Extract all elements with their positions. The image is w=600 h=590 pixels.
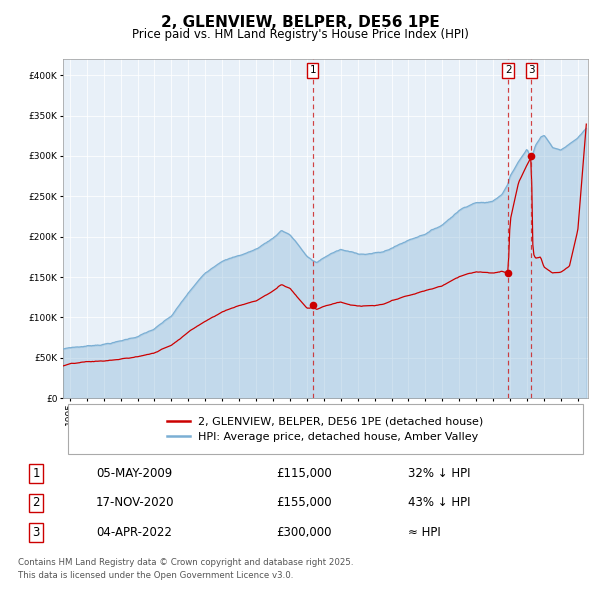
Text: 3: 3 xyxy=(32,526,40,539)
Text: 2, GLENVIEW, BELPER, DE56 1PE: 2, GLENVIEW, BELPER, DE56 1PE xyxy=(161,15,439,30)
Text: 17-NOV-2020: 17-NOV-2020 xyxy=(96,496,175,510)
FancyBboxPatch shape xyxy=(68,404,583,454)
Text: 43% ↓ HPI: 43% ↓ HPI xyxy=(408,496,470,510)
Text: £115,000: £115,000 xyxy=(276,467,332,480)
Text: 3: 3 xyxy=(528,65,535,76)
Text: 32% ↓ HPI: 32% ↓ HPI xyxy=(408,467,470,480)
Text: 04-APR-2022: 04-APR-2022 xyxy=(96,526,172,539)
Text: £155,000: £155,000 xyxy=(276,496,332,510)
Text: 1: 1 xyxy=(310,65,316,76)
Text: 05-MAY-2009: 05-MAY-2009 xyxy=(96,467,172,480)
Text: £300,000: £300,000 xyxy=(276,526,331,539)
Text: Price paid vs. HM Land Registry's House Price Index (HPI): Price paid vs. HM Land Registry's House … xyxy=(131,28,469,41)
Legend: 2, GLENVIEW, BELPER, DE56 1PE (detached house), HPI: Average price, detached hou: 2, GLENVIEW, BELPER, DE56 1PE (detached … xyxy=(162,411,489,448)
Text: This data is licensed under the Open Government Licence v3.0.: This data is licensed under the Open Gov… xyxy=(18,571,293,579)
Text: 2: 2 xyxy=(32,496,40,510)
Text: ≈ HPI: ≈ HPI xyxy=(408,526,441,539)
Text: Contains HM Land Registry data © Crown copyright and database right 2025.: Contains HM Land Registry data © Crown c… xyxy=(18,558,353,566)
Text: 1: 1 xyxy=(32,467,40,480)
Text: 2: 2 xyxy=(505,65,511,76)
